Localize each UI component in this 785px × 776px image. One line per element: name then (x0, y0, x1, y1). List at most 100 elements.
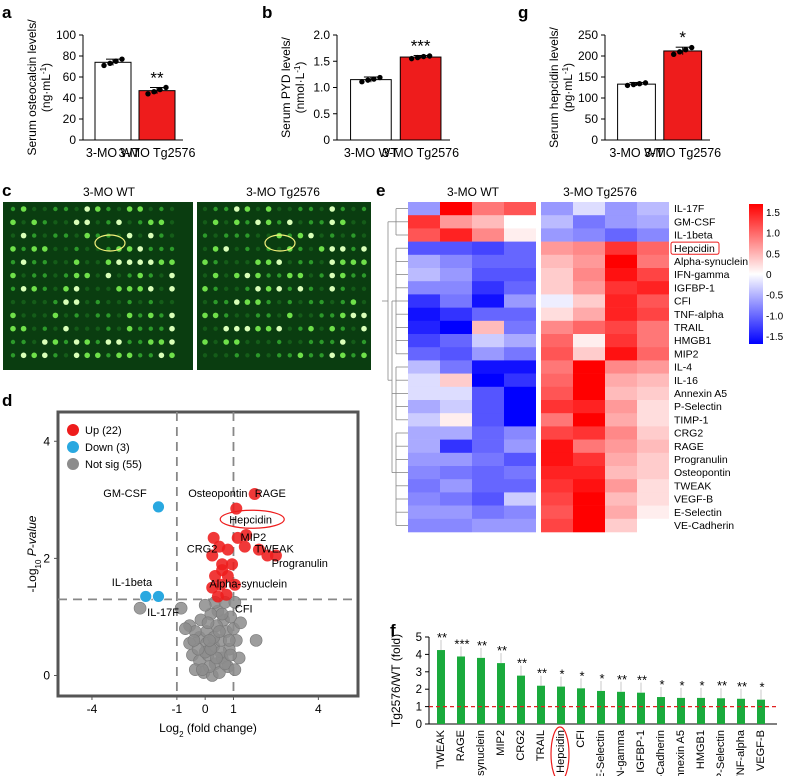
heatmap-cell (440, 228, 472, 242)
bar-cfi (577, 688, 585, 724)
array-spot (31, 352, 37, 359)
array-spot (224, 299, 229, 305)
array-spot (298, 313, 303, 318)
array-spot (105, 259, 112, 266)
array-spot (74, 246, 79, 252)
heatmap-cell (541, 413, 573, 427)
y-tick-label: 1.5 (313, 54, 330, 68)
array-spot (42, 313, 47, 318)
significance-marker: ** (477, 638, 487, 653)
heatmap-cell (637, 492, 669, 506)
array-spot (31, 246, 37, 252)
array-spot (138, 299, 143, 305)
array-spot (224, 233, 229, 238)
hepcidin-highlight-ellipse (219, 509, 285, 529)
heatmap-cell (408, 518, 440, 533)
heatmap-cell (541, 505, 573, 520)
array-spot (159, 326, 164, 331)
array-spot (244, 299, 251, 305)
bar-rage (457, 656, 465, 724)
color-scale-bar (749, 204, 763, 344)
point-label-il-1beta: IL-1beta (112, 577, 153, 589)
row-label-p-selectin: P-Selectin (674, 401, 722, 413)
array-spot (287, 260, 292, 265)
array-spot (63, 246, 69, 252)
point-up (252, 543, 265, 556)
heatmap-cell (605, 413, 637, 427)
legend-marker (67, 441, 79, 453)
heatmap-cell (605, 281, 637, 295)
heatmap-cell (472, 479, 504, 493)
point-up (226, 558, 239, 571)
significance-marker: ** (537, 666, 547, 681)
x-axis-label: Log2 (fold change) (159, 721, 257, 739)
heatmap-cell (408, 241, 440, 256)
array-spot (32, 233, 37, 238)
array-spot (308, 273, 314, 278)
heatmap-cell (541, 400, 573, 414)
heatmap-cell (541, 215, 573, 229)
x-tick-label-tweak: TWEAK (435, 729, 447, 769)
array-spot (265, 259, 272, 266)
array-spot (31, 286, 37, 292)
point-label-progranulin: Progranulin (272, 558, 328, 570)
heatmap-cell (573, 254, 605, 269)
array-spot (255, 272, 261, 279)
array-spot (245, 260, 250, 265)
array-spot (297, 286, 304, 292)
significance-marker: ** (617, 672, 627, 687)
array-spot (21, 273, 26, 278)
heatmap-cell (541, 360, 573, 374)
heatmap-cell (440, 439, 472, 454)
heatmap-cell (504, 307, 536, 322)
heatmap-cell (605, 307, 637, 322)
heatmap-cell (472, 439, 504, 454)
array-spot (53, 260, 58, 265)
array-spot (53, 246, 58, 252)
legend-label: Down (3) (85, 442, 130, 454)
array-spot (32, 206, 37, 212)
array-spot (10, 286, 16, 291)
array-spot (42, 299, 47, 305)
array-spot (277, 246, 282, 252)
data-point (630, 81, 637, 88)
bar-chart-hepcidin: 0 50 100 150 200 250 3-MO WT3-MO Tg2576 * Serum … (547, 26, 721, 160)
array-spot (277, 313, 282, 318)
array-spot (276, 259, 283, 266)
y-tick-label: 3 (416, 667, 422, 679)
array-title-tg: 3-MO Tg2576 (246, 185, 320, 199)
heatmap-cell (472, 400, 504, 414)
heatmap-cell (573, 426, 605, 440)
highlight-ellipse-tg (264, 234, 296, 252)
array-spot (169, 286, 175, 292)
heatmap-cell (408, 202, 440, 216)
data-point (101, 62, 107, 69)
array-spot (319, 286, 324, 291)
heatmap-cell (605, 347, 637, 361)
row-label-timp-1: TIMP-1 (674, 414, 709, 426)
array-spot (298, 260, 303, 265)
array-spot (351, 273, 356, 278)
point-not-sig (187, 634, 201, 647)
array-spot (32, 313, 37, 318)
array-spot (126, 286, 133, 292)
array-spot (10, 272, 16, 279)
array-spot (116, 299, 122, 305)
array-spot (298, 326, 303, 331)
legend-label: Not sig (55) (85, 459, 142, 471)
array-spot (255, 299, 261, 305)
point-up (209, 569, 222, 582)
legend-label: Up (22) (85, 425, 122, 437)
array-spot (10, 219, 16, 226)
array-spot (213, 233, 218, 238)
array-spot (116, 313, 122, 318)
heatmap-cell (573, 360, 605, 374)
array-spot (244, 325, 251, 332)
array-spot (297, 272, 304, 279)
bar-igfbp-1 (637, 692, 645, 724)
x-tick-label-p-selectin: P-Selectin (715, 730, 727, 776)
array-spot (329, 286, 336, 292)
point-not-sig (228, 663, 242, 676)
array-spot (213, 299, 218, 305)
